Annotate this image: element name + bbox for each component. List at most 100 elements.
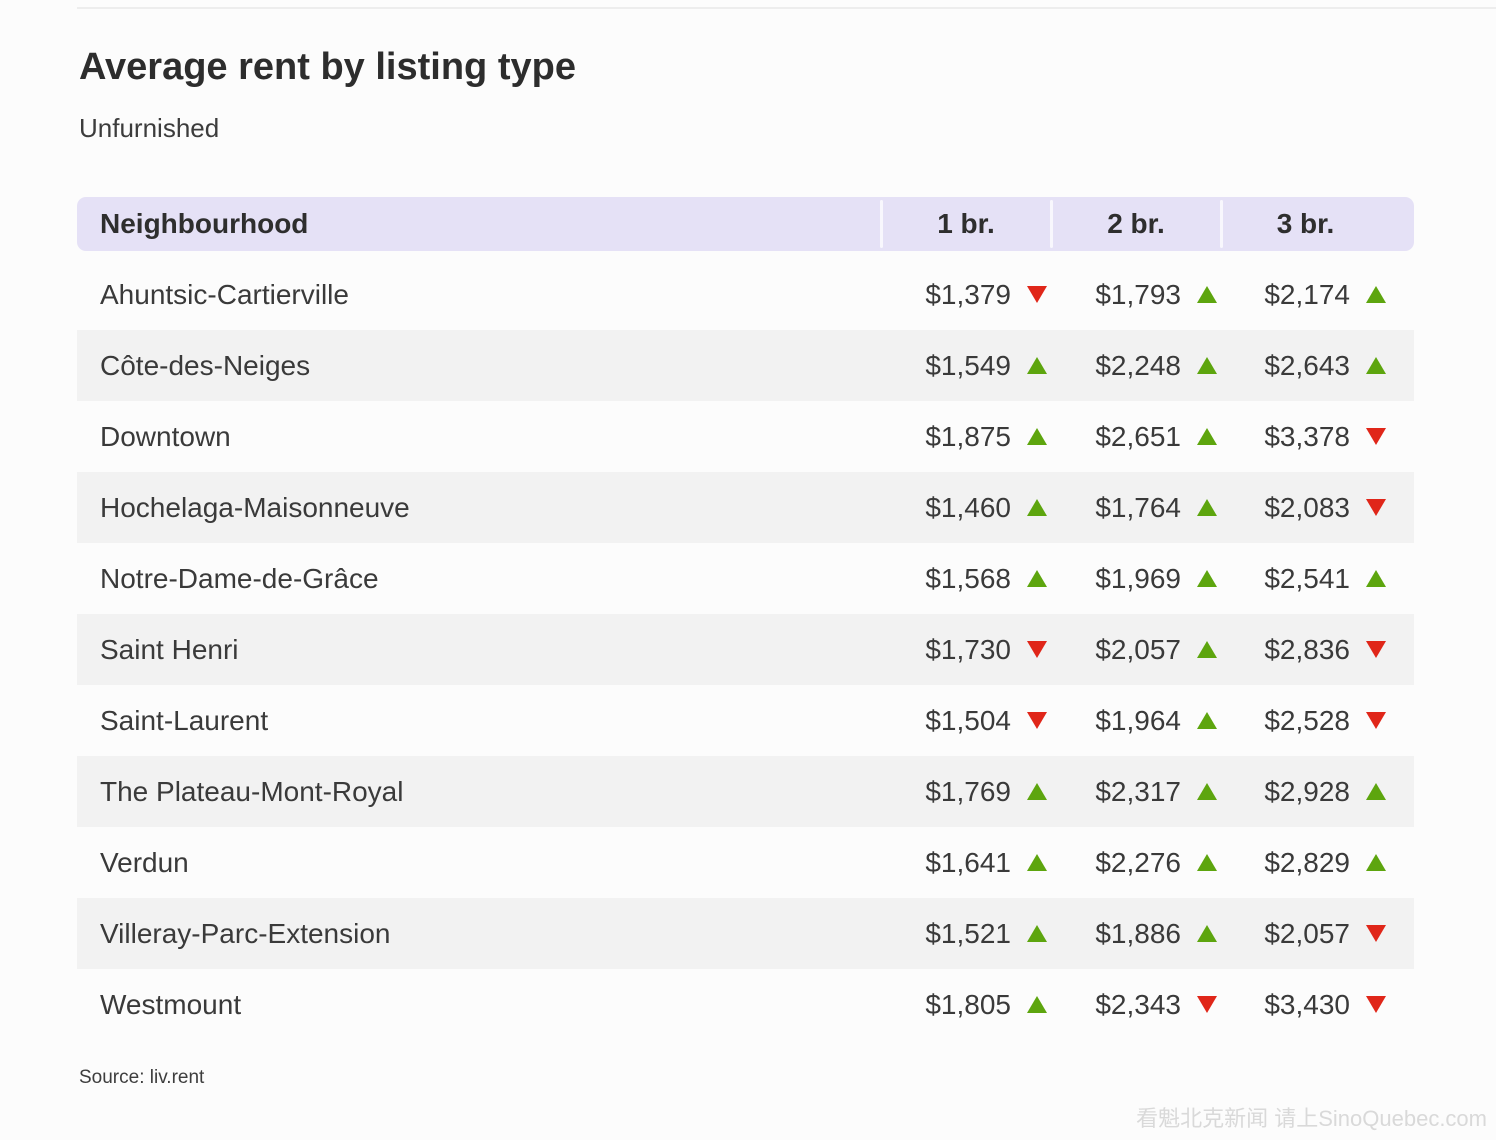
price-value-3br: $2,643 <box>1264 350 1350 382</box>
price-cell-1br: $1,641 <box>881 827 1051 898</box>
neighbourhood-cell: Verdun <box>77 827 881 898</box>
table-row: Notre-Dame-de-Grâce $1,568 $1,969 $2,541 <box>77 543 1414 614</box>
table-row: Westmount $1,805 $2,343 $3,430 <box>77 969 1414 1040</box>
trend-arrow-icon <box>1027 499 1047 516</box>
table-row: Saint-Laurent $1,504 $1,964 $2,528 <box>77 685 1414 756</box>
price-value-3br: $3,430 <box>1264 989 1350 1021</box>
trend-arrow-icon <box>1197 641 1217 658</box>
price-cell-3br: $3,378 <box>1221 401 1414 472</box>
price-cell-2br: $1,969 <box>1051 543 1221 614</box>
price-value-1br: $1,521 <box>925 918 1011 950</box>
price-cell-1br: $1,875 <box>881 401 1051 472</box>
price-cell-1br: $1,504 <box>881 685 1051 756</box>
price-value-3br: $3,378 <box>1264 421 1350 453</box>
price-value-3br: $2,541 <box>1264 563 1350 595</box>
neighbourhood-cell: Downtown <box>77 401 881 472</box>
price-cell-2br: $2,317 <box>1051 756 1221 827</box>
price-value-1br: $1,549 <box>925 350 1011 382</box>
price-cell-2br: $2,057 <box>1051 614 1221 685</box>
trend-arrow-icon <box>1027 783 1047 800</box>
neighbourhood-cell: Hochelaga-Maisonneuve <box>77 472 881 543</box>
trend-arrow-icon <box>1197 925 1217 942</box>
price-value-2br: $2,651 <box>1095 421 1181 453</box>
price-cell-1br: $1,521 <box>881 898 1051 969</box>
price-cell-1br: $1,805 <box>881 969 1051 1040</box>
trend-arrow-icon <box>1366 712 1386 729</box>
price-cell-2br: $1,886 <box>1051 898 1221 969</box>
price-value-2br: $1,964 <box>1095 705 1181 737</box>
trend-arrow-icon <box>1366 783 1386 800</box>
trend-arrow-icon <box>1027 854 1047 871</box>
price-cell-2br: $1,964 <box>1051 685 1221 756</box>
price-cell-1br: $1,460 <box>881 472 1051 543</box>
trend-arrow-icon <box>1027 428 1047 445</box>
column-header-neighbourhood: Neighbourhood <box>77 197 881 251</box>
price-value-1br: $1,460 <box>925 492 1011 524</box>
trend-arrow-icon <box>1366 925 1386 942</box>
price-value-1br: $1,805 <box>925 989 1011 1021</box>
neighbourhood-cell: Saint-Laurent <box>77 685 881 756</box>
price-value-2br: $1,764 <box>1095 492 1181 524</box>
price-cell-1br: $1,379 <box>881 259 1051 330</box>
trend-arrow-icon <box>1027 996 1047 1013</box>
price-cell-2br: $1,764 <box>1051 472 1221 543</box>
price-cell-2br: $2,651 <box>1051 401 1221 472</box>
price-value-3br: $2,174 <box>1264 279 1350 311</box>
price-cell-3br: $2,083 <box>1221 472 1414 543</box>
price-cell-1br: $1,730 <box>881 614 1051 685</box>
column-header-2br: 2 br. <box>1051 197 1221 251</box>
trend-arrow-icon <box>1197 357 1217 374</box>
table-row: Villeray-Parc-Extension $1,521 $1,886 $2… <box>77 898 1414 969</box>
price-value-1br: $1,730 <box>925 634 1011 666</box>
trend-arrow-icon <box>1197 499 1217 516</box>
trend-arrow-icon <box>1366 357 1386 374</box>
price-cell-3br: $2,643 <box>1221 330 1414 401</box>
trend-arrow-icon <box>1197 570 1217 587</box>
price-cell-3br: $2,528 <box>1221 685 1414 756</box>
price-value-2br: $1,886 <box>1095 918 1181 950</box>
price-cell-3br: $3,430 <box>1221 969 1414 1040</box>
price-cell-2br: $2,276 <box>1051 827 1221 898</box>
rent-table: Neighbourhood 1 br. 2 br. 3 br. Ahuntsic… <box>77 197 1414 1040</box>
price-value-1br: $1,568 <box>925 563 1011 595</box>
trend-arrow-icon <box>1197 712 1217 729</box>
page-title: Average rent by listing type <box>79 46 1414 90</box>
price-cell-3br: $2,541 <box>1221 543 1414 614</box>
price-cell-1br: $1,568 <box>881 543 1051 614</box>
trend-arrow-icon <box>1197 996 1217 1013</box>
table-row: Verdun $1,641 $2,276 $2,829 <box>77 827 1414 898</box>
column-header-3br: 3 br. <box>1221 197 1414 251</box>
price-value-3br: $2,829 <box>1264 847 1350 879</box>
trend-arrow-icon <box>1027 641 1047 658</box>
price-cell-3br: $2,928 <box>1221 756 1414 827</box>
trend-arrow-icon <box>1197 286 1217 303</box>
source-note: Source: liv.rent <box>79 1067 1414 1089</box>
price-cell-3br: $2,057 <box>1221 898 1414 969</box>
trend-arrow-icon <box>1366 641 1386 658</box>
price-value-2br: $2,057 <box>1095 634 1181 666</box>
price-value-2br: $2,276 <box>1095 847 1181 879</box>
neighbourhood-cell: The Plateau-Mont-Royal <box>77 756 881 827</box>
table-row: Côte-des-Neiges $1,549 $2,248 $2,643 <box>77 330 1414 401</box>
trend-arrow-icon <box>1027 925 1047 942</box>
rent-infographic: Average rent by listing type Unfurnished… <box>77 0 1414 1089</box>
neighbourhood-cell: Villeray-Parc-Extension <box>77 898 881 969</box>
trend-arrow-icon <box>1366 428 1386 445</box>
trend-arrow-icon <box>1366 286 1386 303</box>
price-cell-3br: $2,836 <box>1221 614 1414 685</box>
table-row: Ahuntsic-Cartierville $1,379 $1,793 $2,1… <box>77 259 1414 330</box>
price-value-1br: $1,875 <box>925 421 1011 453</box>
trend-arrow-icon <box>1197 854 1217 871</box>
trend-arrow-icon <box>1366 499 1386 516</box>
price-cell-2br: $2,248 <box>1051 330 1221 401</box>
price-value-3br: $2,928 <box>1264 776 1350 808</box>
price-value-2br: $1,793 <box>1095 279 1181 311</box>
price-cell-1br: $1,549 <box>881 330 1051 401</box>
trend-arrow-icon <box>1366 570 1386 587</box>
table-body: Ahuntsic-Cartierville $1,379 $1,793 $2,1… <box>77 259 1414 1040</box>
trend-arrow-icon <box>1197 428 1217 445</box>
watermark: 看魁北克新闻 请上SinoQuebec.com <box>1136 1101 1487 1133</box>
trend-arrow-icon <box>1027 712 1047 729</box>
table-header: Neighbourhood 1 br. 2 br. 3 br. <box>77 197 1414 251</box>
neighbourhood-cell: Westmount <box>77 969 881 1040</box>
